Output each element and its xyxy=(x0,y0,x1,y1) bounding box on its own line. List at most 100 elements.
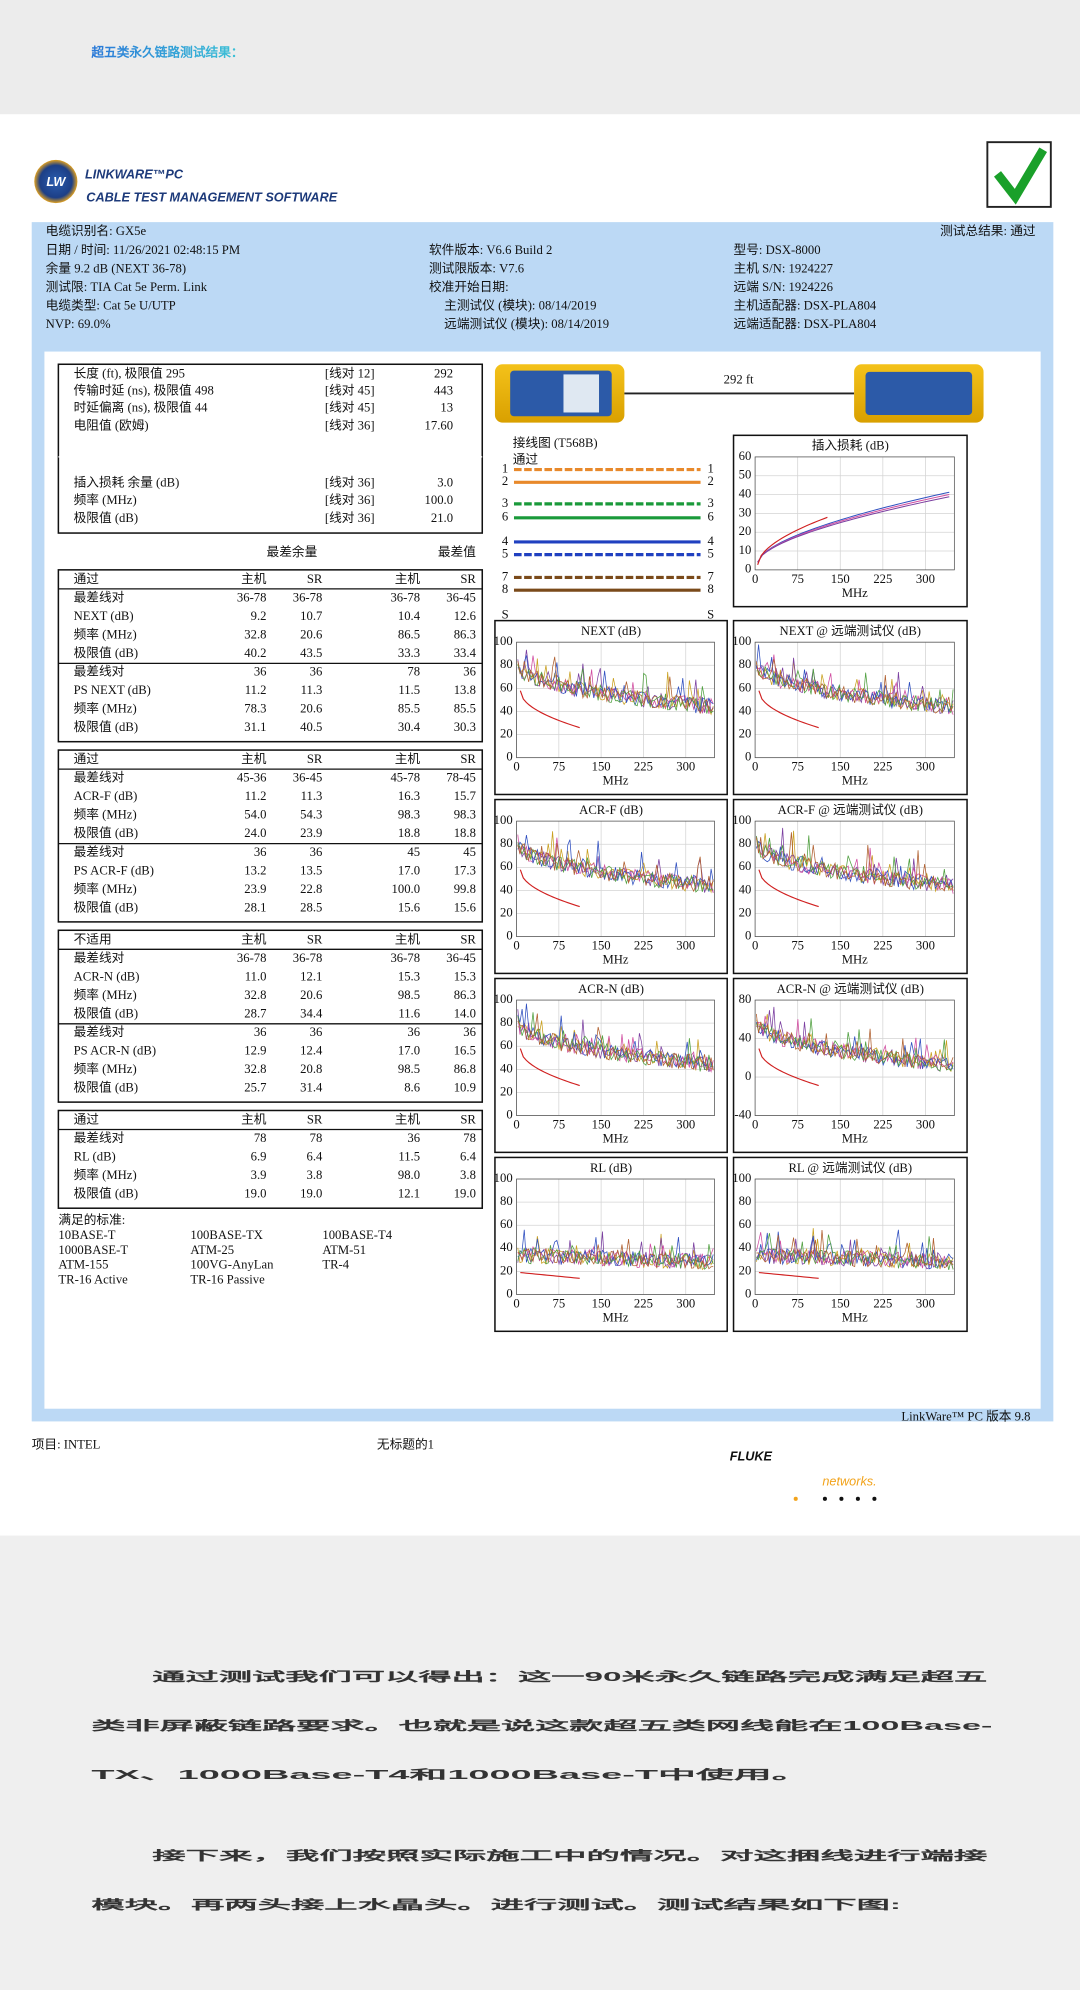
y-tick-label: 40 xyxy=(739,882,752,896)
y-tick-label: 40 xyxy=(739,1030,752,1044)
pin-label: 2 xyxy=(502,474,508,488)
result-cell: SR xyxy=(307,752,323,766)
project: 项目: INTEL xyxy=(32,1437,101,1451)
y-tick-label: 0 xyxy=(506,1286,512,1300)
result-cell: 86.3 xyxy=(454,988,476,1002)
result-cell: 36 xyxy=(407,1025,420,1039)
result-cell: 32.8 xyxy=(244,627,266,641)
pin-label: S xyxy=(707,607,714,621)
result-label: PS ACR-F (dB) xyxy=(74,863,154,877)
x-tick-label: 0 xyxy=(513,1297,519,1311)
x-tick-label: 150 xyxy=(831,1297,850,1311)
result-label: 极限值 (dB) xyxy=(74,719,138,734)
result-cell: 30.3 xyxy=(454,720,476,734)
result-label: PS NEXT (dB) xyxy=(74,683,151,697)
result-cell: 3.9 xyxy=(251,1168,267,1182)
result-cell: 30.4 xyxy=(398,720,421,734)
trace xyxy=(757,496,950,563)
x-tick-label: 300 xyxy=(916,939,935,953)
y-tick-label: 60 xyxy=(500,859,513,873)
pin-label: 3 xyxy=(708,496,714,510)
y-tick-label: 0 xyxy=(745,1286,751,1300)
x-tick-label: 150 xyxy=(592,1297,611,1311)
result-cell: 15.6 xyxy=(398,900,420,914)
trace xyxy=(756,659,954,714)
plot-frame xyxy=(516,1178,715,1295)
result-cell: 19.0 xyxy=(300,1187,322,1201)
x-tick-label: 150 xyxy=(592,939,611,953)
trace xyxy=(756,1015,954,1070)
result-label: 最差线对 xyxy=(74,771,125,785)
result-cell: 85.5 xyxy=(454,702,476,716)
result-label: 不适用 xyxy=(74,932,112,946)
length-label: 极限值 (dB) xyxy=(74,510,138,525)
result-cell: 98.3 xyxy=(454,808,476,822)
y-tick-label: 80 xyxy=(739,992,752,1006)
pin-label: S xyxy=(502,607,509,621)
result-cell: 86.8 xyxy=(454,1062,476,1076)
y-tick-label: 60 xyxy=(739,859,752,873)
result-cell: 36 xyxy=(463,1025,476,1039)
result-label: NEXT (dB) xyxy=(74,609,134,623)
pin-label: 2 xyxy=(708,474,714,488)
result-cell: 9.2 xyxy=(251,609,267,623)
trace xyxy=(757,493,950,563)
y-tick-label: 60 xyxy=(500,1217,513,1231)
y-tick-label: 60 xyxy=(739,1217,752,1231)
result-cell: 45 xyxy=(407,845,420,859)
y-tick-label: 40 xyxy=(739,486,752,500)
result-cell: 20.6 xyxy=(300,702,322,716)
plot-frame xyxy=(754,1178,955,1295)
result-cell: 15.6 xyxy=(454,900,476,914)
x-tick-label: 300 xyxy=(916,572,935,586)
x-axis-label: MHz xyxy=(602,774,628,788)
result-label: 最差线对 xyxy=(74,590,125,604)
length-label: 电阻值 (欧姆) xyxy=(74,417,149,432)
x-tick-label: 0 xyxy=(752,939,758,953)
result-cell: 78 xyxy=(463,1131,476,1145)
result-cell: 17.0 xyxy=(398,1044,420,1058)
y-tick-label: 20 xyxy=(739,524,752,538)
result-label: 极限值 (dB) xyxy=(74,1080,138,1095)
x-tick-label: 75 xyxy=(552,760,565,774)
result-cell: 13.5 xyxy=(300,863,322,877)
overall-result: 测试总结果: 通过 xyxy=(940,224,1036,238)
standard-item: ATM-51 xyxy=(322,1243,366,1257)
standard-item: 10BASE-T xyxy=(58,1228,115,1242)
graph-title: ACR-F (dB) xyxy=(579,803,643,817)
y-tick-label: 20 xyxy=(500,1263,513,1277)
result-label: RL (dB) xyxy=(74,1150,116,1164)
limit-trace xyxy=(519,690,580,729)
result-label: 最差线对 xyxy=(74,665,125,679)
y-tick-label: 20 xyxy=(739,905,752,919)
info-text: 校准开始日期: xyxy=(429,279,509,294)
y-tick-label: 0 xyxy=(745,750,751,764)
result-cell: 10.9 xyxy=(454,1081,476,1095)
result-cell: 主机 xyxy=(395,752,421,766)
plot-frame xyxy=(754,641,955,759)
result-cell: 78 xyxy=(407,665,420,679)
distance: 292 ft xyxy=(724,373,754,387)
result-cell: 45-78 xyxy=(390,771,420,785)
x-tick-label: 225 xyxy=(873,939,892,953)
result-label: 极限值 (dB) xyxy=(74,645,138,660)
y-tick-label: 0 xyxy=(745,562,751,576)
pin-label: 8 xyxy=(708,582,714,596)
text-band xyxy=(0,1535,1080,1990)
result-label: 通过 xyxy=(74,752,100,766)
standard-item: TR-16 Active xyxy=(58,1273,128,1287)
fluke-sub: networks. xyxy=(822,1475,876,1489)
standard-item: 100BASE-T4 xyxy=(322,1228,392,1242)
pin-label: 8 xyxy=(502,582,508,596)
graph-box xyxy=(494,1156,728,1333)
pin-label: 6 xyxy=(502,510,508,524)
plot-frame xyxy=(516,641,715,759)
y-tick-label: 80 xyxy=(500,836,513,850)
result-cell: 36-78 xyxy=(293,951,323,965)
result-cell: 78 xyxy=(254,1131,267,1145)
info-text: 测试限: TIA Cat 5e Perm. Link xyxy=(46,280,208,294)
graph-title: ACR-N @ 远端测试仪 (dB) xyxy=(777,982,924,996)
result-cell: 11.2 xyxy=(245,683,267,697)
x-tick-label: 300 xyxy=(676,1118,695,1132)
pin-label: 7 xyxy=(502,569,508,583)
